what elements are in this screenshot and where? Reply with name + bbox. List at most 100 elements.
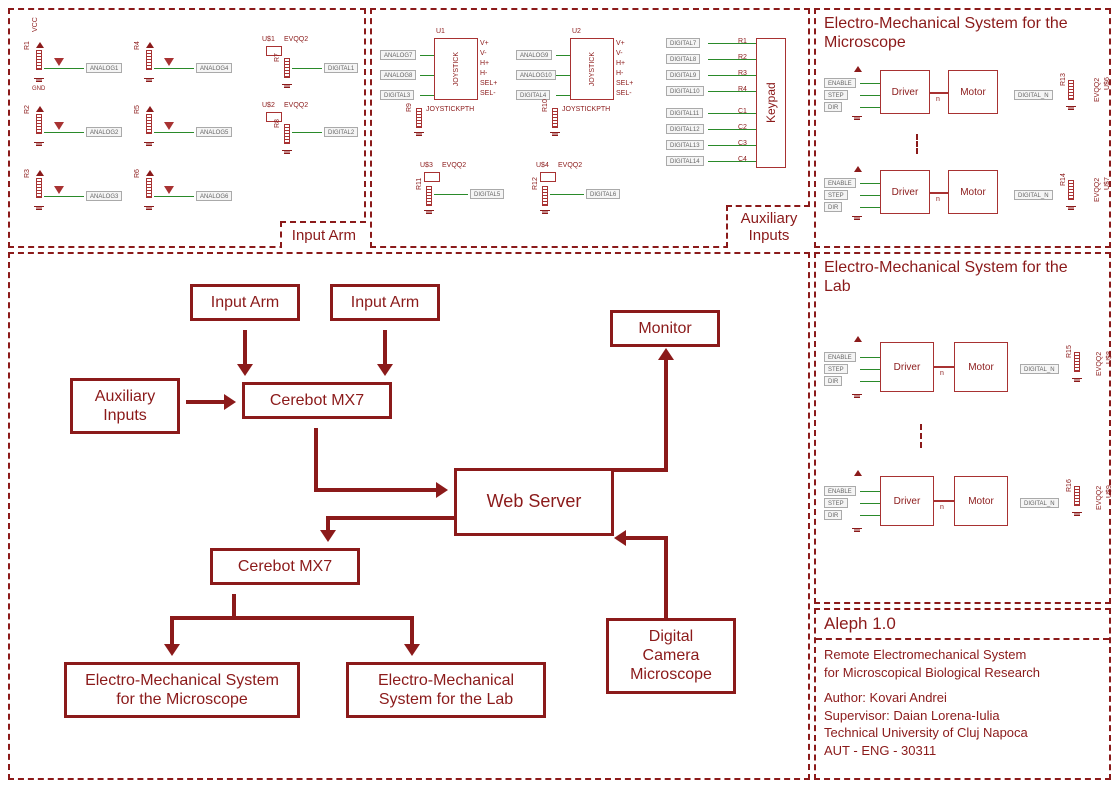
arrow-monitor-h [614, 468, 668, 472]
vcc-icon [854, 166, 862, 172]
switch-icon [540, 172, 556, 182]
wire [860, 515, 880, 516]
pin-dir: DIR [824, 202, 842, 212]
pin-dir: DIR [824, 510, 842, 520]
pin-analog8: ANALOG8 [380, 70, 416, 80]
gnd-icon [1066, 206, 1076, 212]
joystick-label: JOYSTICK [589, 52, 596, 86]
joy-footprint: JOYSTICKPTH [562, 106, 610, 113]
sw-type: EVQQ2 [558, 162, 582, 169]
arrow-aux-cerebot [186, 400, 226, 404]
wire [420, 95, 434, 96]
joy-pin: SEL+ [480, 80, 497, 87]
arrow-cerebot-elbow-v [314, 428, 318, 492]
vcc-label: VCC [32, 17, 39, 32]
gnd-icon [852, 116, 862, 122]
gnd-icon [144, 206, 154, 212]
wire [860, 195, 880, 196]
wire [708, 43, 756, 44]
sw-ref: U$8 [1106, 351, 1113, 364]
arrow-input2-cerebot [383, 330, 387, 366]
aux-label-text: Auxiliary Inputs [738, 211, 800, 244]
pin-d14: DIGITAL14 [666, 156, 704, 166]
pin-step: STEP [824, 90, 848, 100]
vcc-icon [146, 170, 154, 176]
ref-r10: R10 [542, 99, 549, 112]
driver-motor-group-1: ENABLE STEP DIR Driver n Motor DIGITAL_N… [824, 66, 1101, 126]
bus-wire [930, 92, 948, 94]
block-em-lab: Electro-Mechanical System for the Lab [346, 662, 546, 718]
ref-r15: R15 [1066, 345, 1073, 358]
pin-digital2: DIGITAL2 [324, 127, 358, 137]
wire [154, 132, 194, 133]
joy-pin: V- [616, 50, 623, 57]
ref-r2: R2 [24, 105, 31, 114]
wire [860, 369, 880, 370]
motor-box: Motor [948, 170, 998, 214]
pin-enable: ENABLE [824, 486, 856, 496]
led-icon [164, 186, 174, 194]
wire [708, 129, 756, 130]
sw-type: EVQQ2 [1096, 486, 1103, 510]
block-cerebot-top: Cerebot MX7 [242, 382, 392, 419]
resistor-r9 [416, 108, 422, 128]
sw-type: EVQQ2 [1096, 352, 1103, 376]
bus-wire [934, 500, 954, 502]
panel-aux-inputs: U1 JOYSTICK V+ V- H+ H- SEL+ SEL- ANALOG… [370, 8, 810, 248]
sw-ref-2: U$2 [262, 102, 275, 109]
pin-analog6: ANALOG6 [196, 191, 232, 201]
pin-digital1: DIGITAL1 [324, 63, 358, 73]
resistor-r14 [1068, 180, 1074, 200]
wire [860, 357, 880, 358]
pin-dir: DIR [824, 102, 842, 112]
joystick-box: JOYSTICK [434, 38, 478, 100]
wire [708, 145, 756, 146]
pin-step: STEP [824, 498, 848, 508]
wire [292, 132, 322, 133]
arrow-cerebot-webserver [314, 488, 438, 492]
wire [556, 55, 570, 56]
ref-r1: R1 [24, 41, 31, 50]
joystick-box: JOYSTICK [570, 38, 614, 100]
pin-digitaln: DIGITAL_N [1020, 498, 1059, 508]
wire [860, 207, 880, 208]
panel-block-diagram: Input Arm Input Arm Auxiliary Inputs Cer… [8, 252, 810, 780]
wire [860, 381, 880, 382]
led-icon [164, 58, 174, 66]
sw-type: EVQQ2 [1094, 178, 1101, 202]
arrow-to-em-lab [410, 616, 414, 646]
continuation-dots [916, 134, 918, 154]
wire [860, 107, 880, 108]
vcc-icon [854, 336, 862, 342]
pin-enable: ENABLE [824, 178, 856, 188]
ref-r14: R14 [1060, 173, 1067, 186]
ref-r6: R6 [134, 169, 141, 178]
resistor-r5 [146, 114, 152, 134]
driver-box: Driver [880, 342, 934, 392]
gnd-icon [34, 206, 44, 212]
resistor-r6 [146, 178, 152, 198]
resistor-r12 [542, 186, 548, 206]
vcc-icon [36, 170, 44, 176]
gnd-icon [550, 132, 560, 138]
arrow-web-cerebot-h [326, 516, 454, 520]
bus-n: n [936, 96, 940, 103]
sw-ref-4: U$4 [536, 162, 549, 169]
code: AUT - ENG - 30311 [824, 742, 1101, 760]
resistor-r11 [426, 186, 432, 206]
gnd-icon [1072, 512, 1082, 518]
resistor-r2 [36, 114, 42, 134]
block-web-server: Web Server [454, 468, 614, 536]
joy-pin: SEL- [480, 90, 496, 97]
ref-r5: R5 [134, 105, 141, 114]
panel-title-em-lab: Electro-Mechanical System for the Lab [824, 258, 1094, 296]
gnd-icon [852, 394, 862, 400]
driver-box: Driver [880, 476, 934, 526]
sw-ref: U$7 [1104, 177, 1111, 190]
arrow-input1-cerebot [243, 330, 247, 366]
wire [556, 95, 570, 96]
block-cerebot-bot: Cerebot MX7 [210, 548, 360, 585]
pin-analog9: ANALOG9 [516, 50, 552, 60]
resistor-r15 [1074, 352, 1080, 372]
wire [556, 75, 570, 76]
